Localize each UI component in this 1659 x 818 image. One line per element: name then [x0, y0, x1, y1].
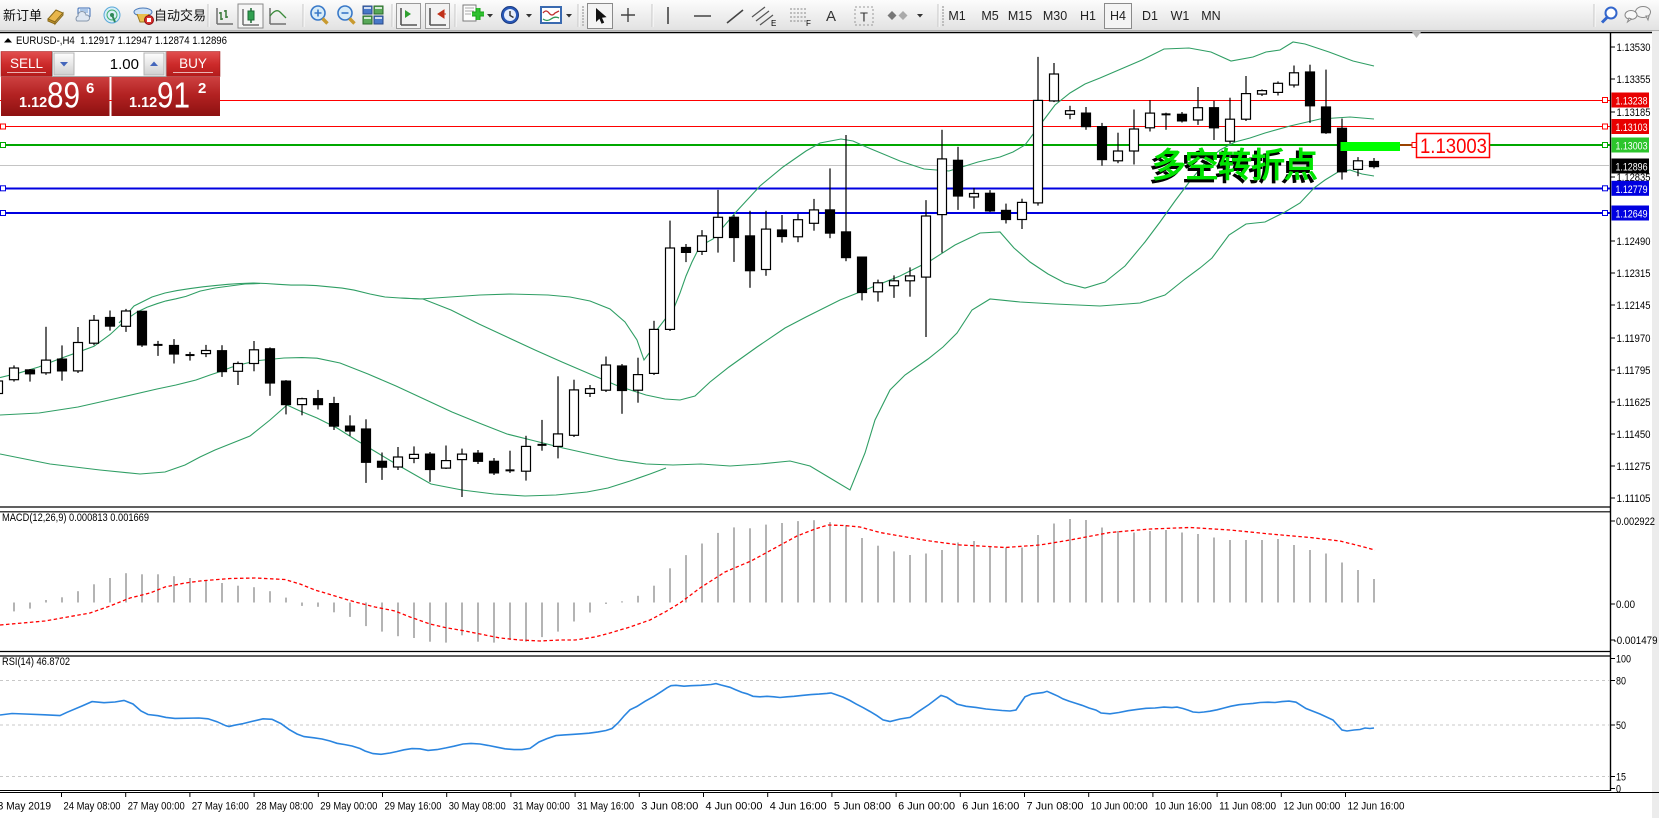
- svg-text:12 Jun 16:00: 12 Jun 16:00: [1348, 801, 1405, 813]
- svg-text:1.11275: 1.11275: [1617, 461, 1651, 473]
- svg-text:M5: M5: [981, 9, 998, 23]
- svg-text:28 May 08:00: 28 May 08:00: [256, 801, 313, 813]
- svg-text:1.12315: 1.12315: [1617, 268, 1651, 280]
- svg-text:-0.001479: -0.001479: [1614, 635, 1658, 647]
- svg-text:MN: MN: [1201, 9, 1220, 23]
- svg-text:7 Jun 08:00: 7 Jun 08:00: [1027, 801, 1084, 813]
- svg-text:31 May 16:00: 31 May 16:00: [577, 801, 634, 813]
- svg-text:31 May 00:00: 31 May 00:00: [513, 801, 570, 813]
- svg-text:多空转折点: 多空转折点: [1152, 147, 1318, 185]
- svg-text:1.13355: 1.13355: [1617, 74, 1651, 86]
- svg-text:23 May 2019: 23 May 2019: [0, 801, 51, 813]
- svg-text:SELL: SELL: [10, 56, 44, 71]
- svg-text:MACD(12,26,9) 0.000813 0.00166: MACD(12,26,9) 0.000813 0.001669: [2, 512, 149, 524]
- svg-text:1.11625: 1.11625: [1617, 397, 1651, 409]
- svg-text:4 Jun 16:00: 4 Jun 16:00: [770, 801, 827, 813]
- svg-text:多空转折点: 多空转折点: [1149, 150, 1315, 188]
- svg-text:1.12779: 1.12779: [1616, 184, 1648, 196]
- svg-text:H4: H4: [1110, 9, 1126, 23]
- svg-text:EURUSD-,H4 1.12917 1.12947 1.: EURUSD-,H4 1.12917 1.12947 1.12874 1.128…: [16, 35, 227, 47]
- svg-text:2: 2: [198, 80, 206, 97]
- svg-text:6 Jun 00:00: 6 Jun 00:00: [898, 801, 955, 813]
- svg-text:6: 6: [86, 80, 94, 97]
- svg-text:5 Jun 08:00: 5 Jun 08:00: [834, 801, 891, 813]
- svg-text:1.11970: 1.11970: [1617, 333, 1651, 345]
- svg-text:10 Jun 00:00: 10 Jun 00:00: [1091, 801, 1148, 813]
- svg-text:30 May 08:00: 30 May 08:00: [449, 801, 506, 813]
- svg-text:15: 15: [1616, 772, 1626, 784]
- svg-text:新订单: 新订单: [3, 8, 42, 23]
- svg-text:W1: W1: [1171, 9, 1190, 23]
- svg-text:6 Jun 16:00: 6 Jun 16:00: [962, 801, 1019, 813]
- svg-text:3 Jun 08:00: 3 Jun 08:00: [641, 801, 698, 813]
- svg-text:1.13003: 1.13003: [1616, 141, 1648, 153]
- svg-text:1.00: 1.00: [110, 56, 139, 73]
- svg-text:27 May 16:00: 27 May 16:00: [192, 801, 249, 813]
- svg-text:24 May 08:00: 24 May 08:00: [64, 801, 121, 813]
- svg-text:80: 80: [1616, 676, 1626, 688]
- svg-text:100: 100: [1616, 654, 1631, 666]
- svg-text:1.11450: 1.11450: [1617, 429, 1651, 441]
- svg-text:D1: D1: [1142, 9, 1158, 23]
- svg-text:1.12: 1.12: [129, 95, 157, 111]
- svg-text:M30: M30: [1043, 9, 1067, 23]
- svg-text:29 May 16:00: 29 May 16:00: [385, 801, 442, 813]
- svg-text:E: E: [771, 19, 776, 28]
- svg-text:H1: H1: [1080, 9, 1096, 23]
- svg-text:91: 91: [157, 75, 190, 116]
- svg-text:1.12: 1.12: [19, 95, 47, 111]
- svg-text:12 Jun 00:00: 12 Jun 00:00: [1283, 801, 1340, 813]
- svg-text:27 May 00:00: 27 May 00:00: [128, 801, 185, 813]
- svg-text:11 Jun 08:00: 11 Jun 08:00: [1219, 801, 1276, 813]
- svg-text:RSI(14) 46.8702: RSI(14) 46.8702: [2, 656, 70, 668]
- svg-text:1.13238: 1.13238: [1616, 96, 1648, 108]
- svg-text:1.13003: 1.13003: [1420, 135, 1487, 158]
- svg-text:89: 89: [47, 75, 80, 116]
- svg-text:0.002922: 0.002922: [1616, 516, 1655, 528]
- svg-text:10 Jun 16:00: 10 Jun 16:00: [1155, 801, 1212, 813]
- svg-text:M15: M15: [1008, 9, 1032, 23]
- svg-text:T: T: [860, 10, 868, 25]
- svg-text:1.12649: 1.12649: [1616, 209, 1648, 221]
- svg-text:0: 0: [1616, 784, 1621, 796]
- svg-text:A: A: [826, 8, 836, 25]
- svg-text:1.11105: 1.11105: [1617, 493, 1651, 505]
- svg-text:1.13530: 1.13530: [1617, 42, 1651, 54]
- svg-text:F: F: [806, 19, 811, 28]
- svg-text:M1: M1: [948, 9, 965, 23]
- svg-text:1.13185: 1.13185: [1617, 107, 1651, 119]
- svg-text:50: 50: [1616, 720, 1626, 732]
- svg-text:1.11795: 1.11795: [1617, 365, 1651, 377]
- svg-text:自动交易: 自动交易: [154, 8, 206, 23]
- svg-text:29 May 00:00: 29 May 00:00: [320, 801, 377, 813]
- svg-text:0.00: 0.00: [1616, 599, 1635, 611]
- svg-text:BUY: BUY: [179, 56, 207, 71]
- svg-text:1.12145: 1.12145: [1617, 300, 1651, 312]
- svg-text:4 Jun 00:00: 4 Jun 00:00: [706, 801, 763, 813]
- svg-text:1.12490: 1.12490: [1617, 236, 1651, 248]
- svg-text:1.12896: 1.12896: [1616, 162, 1648, 174]
- svg-text:1.13103: 1.13103: [1616, 122, 1648, 134]
